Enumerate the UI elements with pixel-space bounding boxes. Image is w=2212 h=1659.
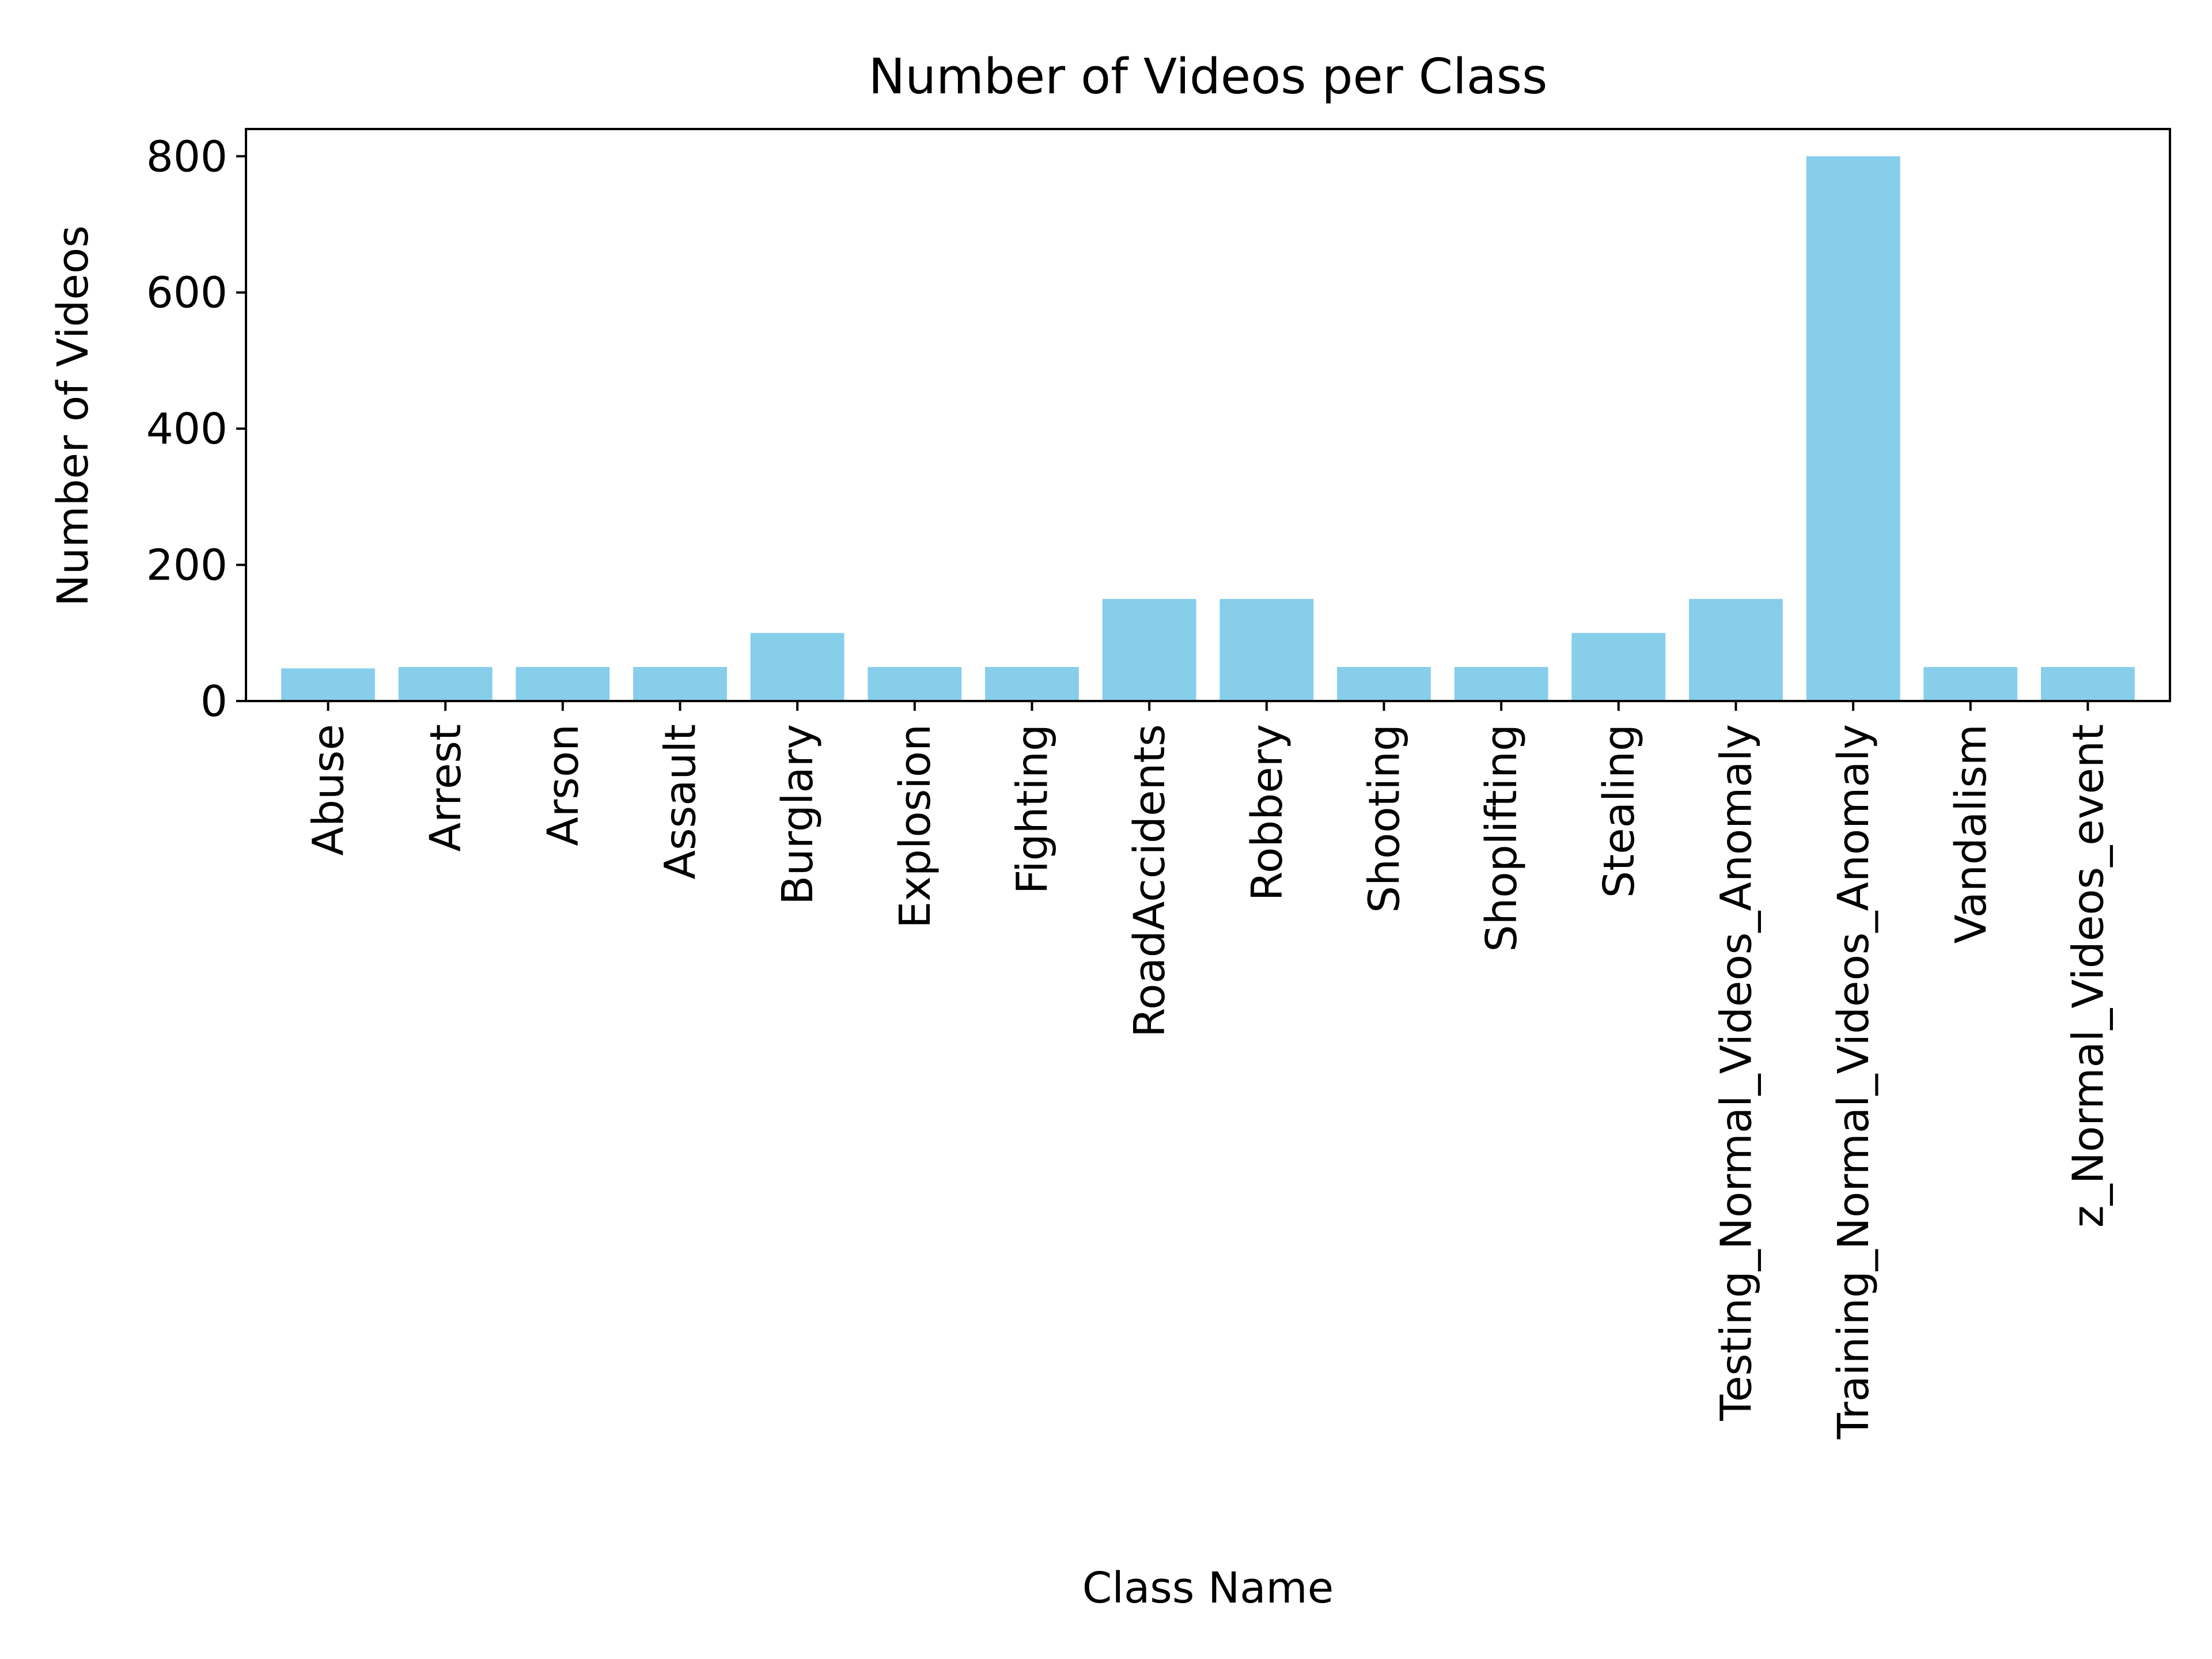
bar-Testing_Normal_Videos_Anomaly (1689, 599, 1783, 701)
bars-group (281, 156, 2135, 701)
x-tick-label-Burglary: Burglary (773, 724, 823, 905)
y-tick-label-800: 800 (146, 132, 228, 181)
bar-Robbery (1219, 599, 1314, 701)
y-tick-label-0: 0 (200, 677, 228, 726)
y-tick-label-200: 200 (146, 541, 228, 590)
bar-Arson (516, 666, 610, 701)
y-tick-label-400: 400 (146, 404, 228, 454)
x-tick-label-z_Normal_Videos_event: z_Normal_Videos_event (2063, 724, 2113, 1228)
bar-Stealing (1571, 632, 1666, 701)
x-axis-ticks: Abuse Arrest Arson Assault Burglary Explosion… (304, 701, 2113, 1440)
bar-Fighting (985, 666, 1079, 701)
y-tick-label-600: 600 (146, 268, 228, 318)
bar-Shoplifting (1454, 666, 1548, 701)
x-tick-label-Explosion: Explosion (891, 724, 940, 929)
x-tick-label-Shooting: Shooting (1360, 724, 1410, 913)
bar-Abuse (281, 668, 375, 701)
bar-Arrest (398, 666, 493, 701)
x-tick-label-Robbery: Robbery (1243, 724, 1292, 901)
chart-title: Number of Videos per Class (869, 48, 1548, 105)
x-tick-label-Fighting: Fighting (1008, 724, 1058, 894)
x-tick-label-Arrest: Arrest (421, 724, 471, 852)
y-axis-label: Number of Videos (48, 225, 98, 607)
x-tick-label-Assault: Assault (656, 724, 706, 880)
bar-Training_Normal_Videos_Anomaly (1806, 156, 1900, 701)
bar-Vandalism (1923, 666, 2018, 701)
x-tick-label-Arson: Arson (539, 724, 588, 846)
bar-Shooting (1337, 666, 1431, 701)
x-tick-label-Shoplifting: Shoplifting (1477, 724, 1527, 952)
bar-z_Normal_Videos_event (2041, 666, 2135, 701)
x-axis-label: Class Name (1082, 1563, 1334, 1613)
x-tick-label-Abuse: Abuse (304, 724, 354, 856)
x-tick-label-Testing_Normal_Videos_Anomaly: Testing_Normal_Videos_Anomaly (1712, 724, 1762, 1421)
plot-area-frame (245, 128, 2171, 702)
x-tick-label-Training_Normal_Videos_Anomaly: Training_Normal_Videos_Anomaly (1829, 724, 1878, 1440)
y-axis-ticks: 0 200 400 600 800 (146, 132, 246, 726)
bar-Assault (633, 666, 727, 701)
bar-Burglary (750, 632, 844, 701)
x-tick-label-Vandalism: Vandalism (1946, 724, 1996, 944)
x-tick-label-RoadAccidents: RoadAccidents (1125, 724, 1175, 1037)
bar-RoadAccidents (1102, 599, 1196, 701)
x-tick-label-Stealing: Stealing (1594, 724, 1644, 898)
bar-Explosion (868, 666, 962, 701)
